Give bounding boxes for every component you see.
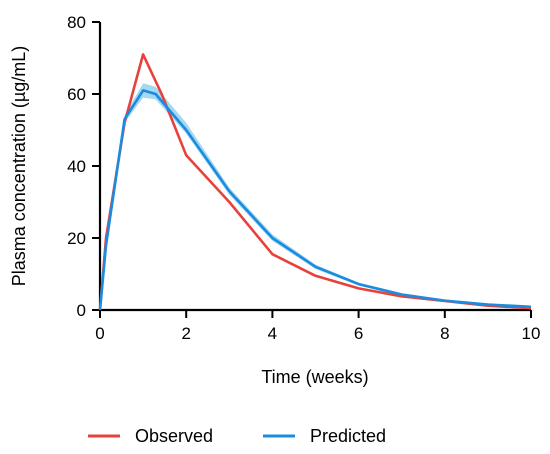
x-tick-label: 0: [95, 324, 104, 343]
x-tick-label: 8: [440, 324, 449, 343]
y-tick-label: 20: [67, 229, 86, 248]
x-axis-label: Time (weeks): [261, 367, 368, 387]
x-tick-label: 6: [354, 324, 363, 343]
y-axis-label: Plasma concentration (µg/mL): [9, 46, 29, 286]
series-line-predicted: [98, 89, 532, 311]
series-line-observed: [98, 53, 532, 311]
x-tick-label: 10: [522, 324, 541, 343]
band-predicted: [100, 83, 531, 310]
legend-label-predicted: Predicted: [310, 426, 386, 446]
y-tick-label: 80: [67, 13, 86, 32]
series-lines: [98, 53, 532, 311]
y-tick-label: 0: [77, 301, 86, 320]
y-tick-label: 40: [67, 157, 86, 176]
legend: Observed Predicted: [88, 426, 386, 446]
x-tick-label: 2: [181, 324, 190, 343]
ticks: 0 2 4 6 8 10 0 20 40 60 80: [67, 13, 540, 343]
y-tick-label: 60: [67, 85, 86, 104]
legend-label-observed: Observed: [135, 426, 213, 446]
confidence-bands: [100, 83, 531, 310]
x-tick-label: 4: [268, 324, 277, 343]
